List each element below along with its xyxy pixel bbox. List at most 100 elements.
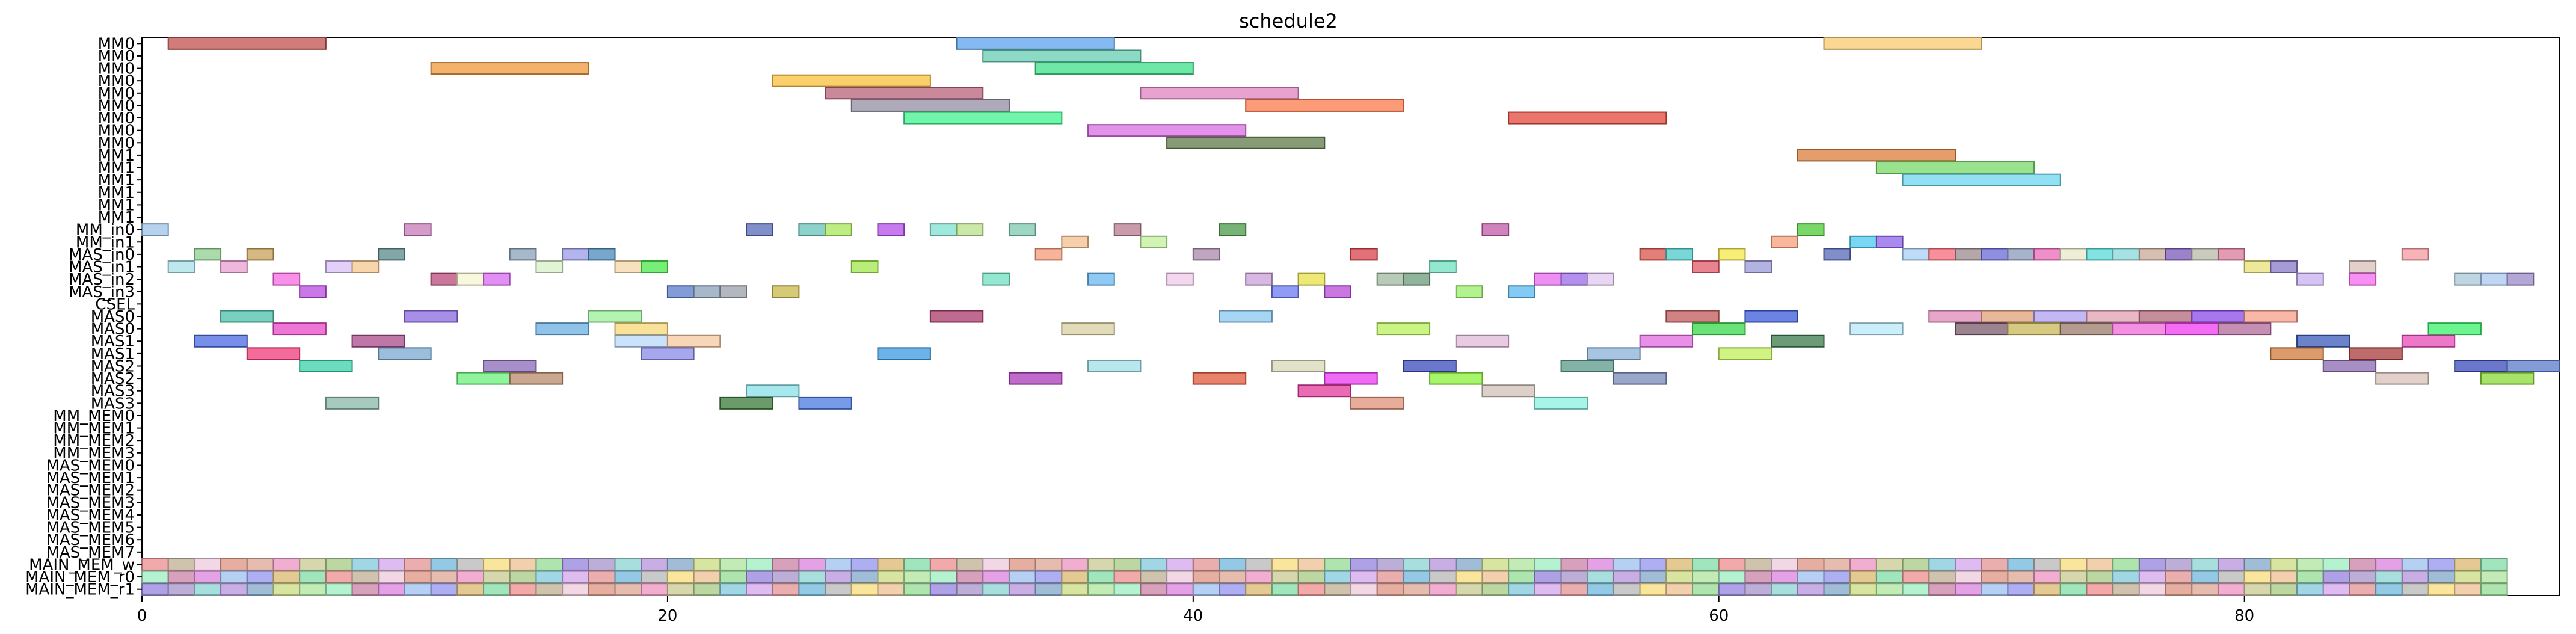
memory-block [2138,570,2166,583]
memory-block [483,570,511,583]
memory-block [1587,558,1614,571]
memory-block [666,583,695,596]
memory-block [299,558,327,571]
memory-block [194,558,222,571]
memory-block [1718,558,1746,571]
memory-block [2191,583,2219,596]
schedule-bar [1481,223,1510,236]
memory-block [1166,558,1194,571]
memory-block [1429,558,1457,571]
memory-block [2349,583,2377,596]
memory-block [798,558,826,571]
schedule-bar [956,37,1115,50]
schedule-bar [378,248,405,261]
schedule-bar [1166,272,1194,286]
memory-block [1744,570,1772,583]
y-tick-label: MM0 [98,109,135,128]
memory-block [2322,558,2350,571]
schedule-bar [929,310,984,323]
schedule-bar [272,272,301,286]
memory-block [404,583,432,596]
schedule-bar [1192,372,1247,385]
schedule-bar [1376,272,1404,286]
y-tick-label: MAS_in3 [69,283,135,301]
memory-block [1771,570,1798,583]
y-tick-label: MM0 [98,97,135,115]
schedule-bar [351,260,380,273]
y-tick-label: MAS2 [91,357,135,375]
memory-block [1508,570,1535,583]
memory-block [2296,570,2324,583]
memory-block [1902,558,1930,571]
memory-block [956,558,984,571]
memory-block [1823,570,1851,583]
memory-block [2454,583,2482,596]
schedule-bar [1612,372,1667,385]
schedule-bar [1061,235,1089,248]
schedule-bar [1245,272,1273,286]
memory-block [509,570,537,583]
memory-block [1875,570,1904,583]
schedule-bar [1429,260,1457,273]
schedule-bar [641,347,695,360]
memory-block [2112,570,2140,583]
y-tick-label: MM_MEM3 [53,445,135,463]
memory-block [1797,558,1825,571]
memory-block [2217,570,2245,583]
y-tick-label: MM_MEM1 [53,420,135,438]
memory-block [1639,570,1667,583]
y-tick-label: MAIN_MEM_w [29,556,135,574]
memory-block [2217,583,2245,596]
memory-block [2165,558,2193,571]
memory-block [1087,570,1115,583]
memory-block [2138,558,2166,571]
memory-block [1665,558,1694,571]
memory-block [194,583,222,596]
memory-block [535,570,564,583]
memory-block [299,570,327,583]
schedule-bar [1902,248,1930,261]
schedule-bar [2086,248,2114,261]
memory-block [509,558,537,571]
schedule-bar [2401,248,2429,261]
memory-block [509,583,537,596]
schedule-bar [1902,173,2061,186]
schedule-bar [1823,248,1851,261]
memory-block [1902,583,1930,596]
memory-block [588,558,616,571]
schedule-bar [1403,272,1431,286]
memory-block [850,583,879,596]
memory-block [272,558,301,571]
memory-block [746,558,773,571]
y-tick-label: MAS_MEM5 [46,519,135,537]
memory-block [2375,558,2403,571]
y-tick-label: MM0 [98,35,135,53]
memory-block [850,558,879,571]
memory-block [1061,558,1089,571]
memory-block [772,570,800,583]
memory-block [1166,583,1194,596]
schedule-bar [2375,372,2429,385]
memory-block [2401,558,2429,571]
y-tick-label: MM1 [98,184,135,202]
schedule-bar [1849,235,1877,248]
memory-block [719,558,747,571]
memory-block [2033,558,2061,571]
memory-block [877,570,905,583]
memory-block [1087,558,1115,571]
memory-block [1797,583,1825,596]
schedule-bar [194,248,222,261]
schedule-bar [1455,334,1510,348]
memory-block [1744,583,1772,596]
y-tick-label: MAS1 [91,345,135,363]
memory-block [378,583,405,596]
schedule-bar [1639,334,1694,348]
memory-block [1376,583,1404,596]
y-tick-label: MM0 [98,48,135,66]
memory-block [2086,583,2114,596]
memory-block [1455,570,1483,583]
schedule-bar [1875,235,1904,248]
schedule-bar [2217,322,2272,336]
schedule-bar [1324,372,1378,385]
schedule-bar [2191,248,2219,261]
